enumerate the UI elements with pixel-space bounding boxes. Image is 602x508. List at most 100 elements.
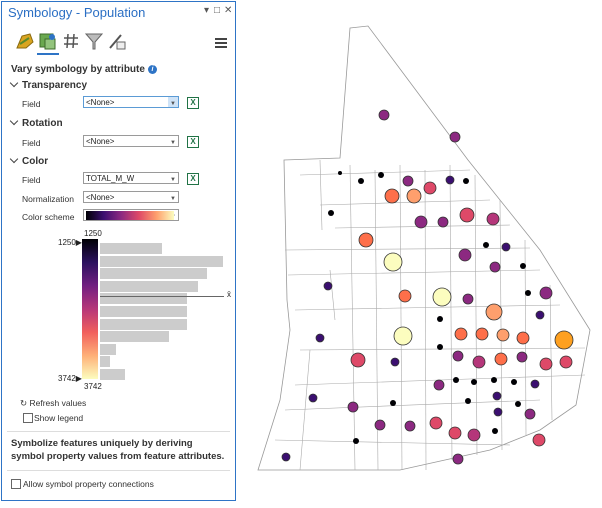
- heading-text: Vary symbology by attribute: [11, 64, 145, 75]
- population-symbol[interactable]: [433, 379, 445, 391]
- population-symbol[interactable]: [350, 352, 366, 368]
- population-symbol[interactable]: [449, 131, 461, 143]
- vary-symbology-icon[interactable]: [37, 30, 59, 52]
- population-symbol[interactable]: [453, 377, 459, 383]
- restore-icon[interactable]: □: [214, 5, 221, 16]
- primary-symbology-icon[interactable]: [14, 30, 36, 52]
- population-symbol[interactable]: [437, 316, 443, 322]
- population-symbol[interactable]: [530, 379, 540, 389]
- expression-excel-icon[interactable]: X: [187, 173, 199, 185]
- population-symbol[interactable]: [515, 401, 521, 407]
- rotation-field-combo[interactable]: <None> ▼: [83, 135, 179, 147]
- population-symbol[interactable]: [437, 216, 449, 228]
- population-symbol[interactable]: [485, 303, 503, 321]
- population-symbol[interactable]: [404, 420, 416, 432]
- show-legend-checkbox[interactable]: [23, 413, 33, 423]
- allow-connections-checkbox[interactable]: [11, 479, 21, 489]
- population-symbol[interactable]: [539, 286, 553, 300]
- population-symbol[interactable]: [432, 287, 452, 307]
- population-symbol[interactable]: [458, 248, 472, 262]
- population-symbol[interactable]: [516, 331, 530, 345]
- population-symbol[interactable]: [483, 242, 489, 248]
- population-symbol[interactable]: [328, 210, 334, 216]
- labels-icon[interactable]: [60, 30, 82, 52]
- population-symbol[interactable]: [390, 400, 396, 406]
- info-icon[interactable]: i: [147, 65, 157, 74]
- transparency-section-header[interactable]: Transparency: [9, 78, 87, 91]
- population-symbol[interactable]: [353, 438, 359, 444]
- population-symbol[interactable]: [398, 289, 412, 303]
- population-symbol[interactable]: [390, 357, 400, 367]
- expression-excel-icon[interactable]: X: [187, 97, 199, 109]
- normalization-combo[interactable]: <None> ▼: [83, 191, 179, 203]
- population-symbol[interactable]: [308, 393, 318, 403]
- population-symbol[interactable]: [429, 416, 443, 430]
- population-symbol[interactable]: [323, 281, 333, 291]
- population-symbol[interactable]: [496, 328, 510, 342]
- population-symbol[interactable]: [532, 433, 546, 447]
- population-symbol[interactable]: [445, 175, 455, 185]
- pin-dropdown-icon[interactable]: ▾: [204, 5, 210, 16]
- population-symbol[interactable]: [423, 181, 437, 195]
- population-symbol[interactable]: [493, 407, 503, 417]
- population-symbol[interactable]: [471, 379, 477, 385]
- population-symbol[interactable]: [358, 232, 374, 248]
- population-symbol[interactable]: [452, 350, 464, 362]
- population-symbol[interactable]: [383, 252, 403, 272]
- population-symbol[interactable]: [475, 327, 489, 341]
- hamburger-menu-icon[interactable]: [215, 38, 227, 50]
- population-symbol[interactable]: [559, 355, 573, 369]
- population-symbol[interactable]: [486, 212, 500, 226]
- population-symbol[interactable]: [492, 428, 498, 434]
- population-symbol[interactable]: [378, 172, 384, 178]
- refresh-values-link[interactable]: ↻ Refresh values: [20, 398, 86, 409]
- population-symbol[interactable]: [402, 175, 414, 187]
- population-symbol[interactable]: [472, 355, 486, 369]
- population-symbol[interactable]: [491, 377, 497, 383]
- population-symbol[interactable]: [463, 178, 469, 184]
- population-symbol[interactable]: [467, 428, 481, 442]
- population-symbol[interactable]: [315, 333, 325, 343]
- population-symbol[interactable]: [452, 453, 464, 465]
- population-symbol[interactable]: [465, 398, 471, 404]
- expression-excel-icon[interactable]: X: [187, 136, 199, 148]
- histogram-upper-handle[interactable]: 1250▶: [58, 238, 82, 247]
- population-symbol[interactable]: [281, 452, 291, 462]
- population-symbol[interactable]: [524, 408, 536, 420]
- population-symbol[interactable]: [393, 326, 413, 346]
- population-symbol[interactable]: [525, 290, 531, 296]
- population-symbol[interactable]: [448, 426, 462, 440]
- population-symbol[interactable]: [511, 379, 517, 385]
- population-symbol[interactable]: [338, 171, 342, 175]
- population-symbol[interactable]: [489, 261, 501, 273]
- population-symbol[interactable]: [406, 188, 422, 204]
- histogram-bar: [100, 331, 169, 343]
- population-symbol[interactable]: [358, 178, 364, 184]
- color-field-combo[interactable]: TOTAL_M_W ▼: [83, 172, 179, 184]
- close-icon[interactable]: ✕: [224, 5, 233, 16]
- population-symbol[interactable]: [520, 263, 526, 269]
- population-symbol[interactable]: [378, 109, 390, 121]
- population-symbol[interactable]: [535, 310, 545, 320]
- population-symbol[interactable]: [414, 215, 428, 229]
- population-symbol[interactable]: [539, 357, 553, 371]
- population-symbol[interactable]: [554, 330, 574, 350]
- filter-icon[interactable]: [83, 30, 105, 52]
- population-symbol[interactable]: [384, 188, 400, 204]
- population-symbol[interactable]: [492, 391, 502, 401]
- histogram-lower-handle[interactable]: 3742▶: [58, 374, 82, 383]
- population-symbol[interactable]: [374, 419, 386, 431]
- population-symbol[interactable]: [501, 242, 511, 252]
- rotation-section-header[interactable]: Rotation: [9, 116, 63, 129]
- map-view[interactable]: [240, 0, 595, 480]
- population-symbol[interactable]: [462, 293, 474, 305]
- population-symbol[interactable]: [454, 327, 468, 341]
- population-symbol[interactable]: [459, 207, 475, 223]
- population-symbol[interactable]: [494, 352, 508, 366]
- population-symbol[interactable]: [516, 351, 528, 363]
- symbol-classes-icon[interactable]: [106, 30, 128, 52]
- transparency-field-combo[interactable]: <None> ▼: [83, 96, 179, 108]
- color-section-header[interactable]: Color: [9, 154, 48, 167]
- population-symbol[interactable]: [437, 344, 443, 350]
- population-symbol[interactable]: [347, 401, 359, 413]
